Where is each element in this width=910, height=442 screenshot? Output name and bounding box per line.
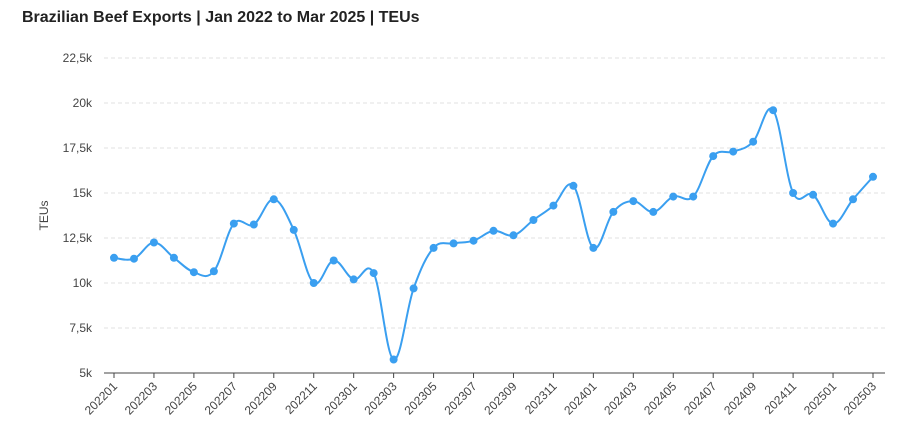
- data-point[interactable]: [589, 243, 598, 252]
- data-point[interactable]: [749, 137, 758, 146]
- y-tick-label: 7,5k: [69, 321, 93, 335]
- y-tick-label: 15k: [73, 186, 93, 200]
- x-tick-label: 202407: [681, 379, 719, 417]
- data-point[interactable]: [569, 181, 578, 190]
- data-point[interactable]: [729, 147, 738, 156]
- data-point[interactable]: [209, 267, 218, 276]
- data-point[interactable]: [129, 254, 138, 263]
- x-tick-label: 202205: [162, 379, 200, 417]
- y-tick-label: 10k: [73, 276, 93, 290]
- data-point[interactable]: [429, 243, 438, 252]
- data-point[interactable]: [309, 279, 318, 287]
- data-point[interactable]: [249, 220, 258, 229]
- data-point[interactable]: [789, 189, 798, 197]
- data-point[interactable]: [809, 190, 818, 199]
- x-tick-label: 202405: [641, 379, 679, 417]
- x-tick-label: 202305: [401, 379, 439, 417]
- data-points: [110, 106, 877, 364]
- grid-lines: [104, 57, 885, 329]
- data-point[interactable]: [609, 207, 618, 216]
- x-tick-label: 202211: [282, 379, 320, 417]
- data-point[interactable]: [529, 216, 538, 224]
- y-tick-labels: 5k 7,5k 10k 12,5k 15k 17,5k 20k 22,5k: [63, 51, 93, 380]
- x-tick-label: 202401: [561, 379, 599, 417]
- x-tick-label: 202311: [522, 379, 560, 417]
- data-point[interactable]: [669, 192, 678, 201]
- x-tick-label: 202209: [242, 379, 280, 417]
- data-point[interactable]: [389, 355, 398, 364]
- x-tick-labels: 202201 202203 202205 202207 202209 202211 2023…: [82, 373, 879, 417]
- data-point[interactable]: [689, 192, 698, 201]
- x-tick-label: 202503: [841, 379, 879, 417]
- y-tick-label: 20k: [73, 96, 93, 110]
- data-point[interactable]: [229, 219, 238, 228]
- x-tick-label: 202201: [82, 379, 120, 417]
- data-point[interactable]: [509, 231, 518, 240]
- x-tick-label: 202403: [601, 379, 639, 417]
- data-point[interactable]: [110, 253, 118, 262]
- data-point[interactable]: [709, 152, 718, 161]
- y-tick-label: 17,5k: [63, 141, 93, 155]
- x-tick-label: 202411: [762, 379, 800, 417]
- data-point[interactable]: [829, 219, 838, 228]
- data-point[interactable]: [629, 197, 638, 206]
- data-point[interactable]: [189, 268, 198, 277]
- data-point[interactable]: [489, 226, 498, 235]
- data-point[interactable]: [849, 195, 858, 204]
- data-point[interactable]: [349, 275, 358, 284]
- y-axis-label: TEUs: [37, 201, 51, 231]
- x-tick-label: 202203: [122, 379, 160, 417]
- x-tick-label: 202303: [362, 379, 400, 417]
- data-point[interactable]: [289, 225, 298, 234]
- x-tick-label: 202301: [322, 379, 360, 417]
- data-point[interactable]: [329, 256, 338, 265]
- data-point[interactable]: [549, 201, 558, 210]
- data-point[interactable]: [869, 172, 877, 181]
- x-tick-label: 202409: [721, 379, 759, 417]
- x-tick-label: 202207: [202, 379, 240, 417]
- y-tick-label: 12,5k: [63, 231, 93, 245]
- chart-title: Brazilian Beef Exports | Jan 2022 to Mar…: [22, 9, 420, 26]
- y-tick-label: 22,5k: [63, 51, 93, 65]
- data-point[interactable]: [449, 239, 458, 248]
- data-point[interactable]: [469, 236, 478, 245]
- y-tick-label: 5k: [79, 366, 93, 380]
- data-point[interactable]: [369, 269, 378, 278]
- x-tick-label: 202307: [441, 379, 479, 417]
- x-tick-label: 202309: [481, 379, 519, 417]
- x-tick-label: 202501: [801, 379, 839, 417]
- data-point[interactable]: [769, 106, 778, 115]
- data-point[interactable]: [149, 238, 158, 247]
- data-point[interactable]: [649, 207, 658, 216]
- data-point[interactable]: [169, 253, 178, 262]
- data-point[interactable]: [269, 195, 278, 204]
- data-point[interactable]: [409, 284, 418, 293]
